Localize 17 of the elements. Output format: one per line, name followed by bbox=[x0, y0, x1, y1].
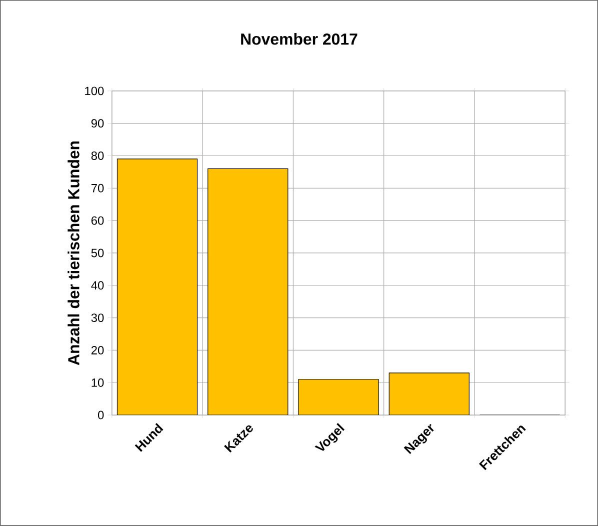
y-axis-title: Anzahl der tierischen Kunden bbox=[68, 141, 80, 366]
y-tick-label: 30 bbox=[91, 314, 104, 322]
y-tick-label: 70 bbox=[91, 184, 104, 192]
bar bbox=[389, 372, 470, 416]
bar bbox=[208, 168, 288, 416]
y-tick-label: 40 bbox=[91, 281, 104, 290]
y-tick-label: 100 bbox=[85, 86, 104, 96]
y-tick-label: 20 bbox=[91, 346, 104, 354]
y-tick-label: 80 bbox=[91, 152, 104, 160]
y-tick-label: 10 bbox=[92, 378, 104, 387]
y-tick-label: 50 bbox=[91, 248, 104, 258]
bar bbox=[298, 379, 379, 416]
bar bbox=[117, 158, 198, 416]
y-tick-label: 0 bbox=[98, 410, 104, 420]
y-tick-label: 90 bbox=[91, 119, 104, 128]
y-tick-label: 60 bbox=[91, 216, 104, 225]
chart-title: November 2017 bbox=[241, 33, 358, 45]
